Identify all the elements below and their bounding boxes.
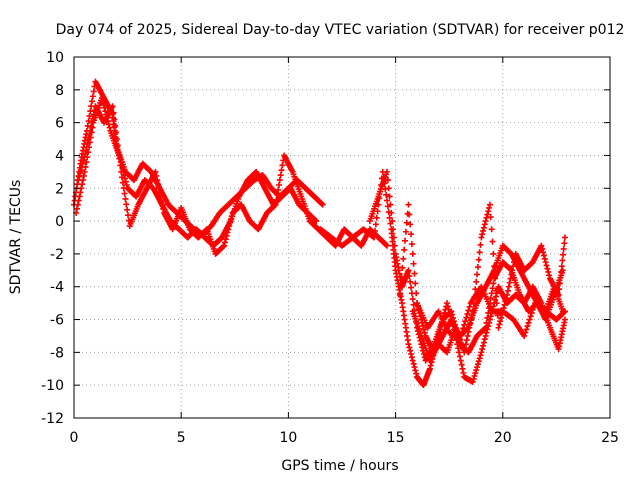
x-tick-label: 20: [494, 430, 512, 446]
y-tick-label: 6: [55, 116, 64, 132]
series-track-7: [409, 201, 568, 364]
y-tick-label: 4: [55, 148, 64, 164]
series-track-8: [414, 283, 568, 343]
series-markers: [71, 78, 326, 238]
x-tick-label: 25: [601, 430, 619, 446]
plot-frame: [73, 56, 611, 419]
chart-title: Day 074 of 2025, Sidereal Day-to-day VTE…: [56, 22, 625, 38]
grid-lines: [74, 57, 610, 418]
series-markers: [409, 201, 568, 364]
series-markers: [414, 283, 568, 343]
y-tick-label: 10: [46, 50, 64, 66]
y-tick-label: -2: [50, 247, 64, 263]
data-series: [71, 78, 568, 389]
y-tick-label: -10: [41, 378, 64, 394]
x-tick-label: 0: [70, 430, 79, 446]
y-tick-label: -8: [50, 345, 64, 361]
y-tick-label: 8: [55, 83, 64, 99]
x-tick-label: 15: [387, 430, 405, 446]
y-tick-label: 2: [55, 181, 64, 197]
y-axis-label: SDTVAR / TECUs: [8, 180, 24, 295]
y-tick-label: -6: [50, 313, 64, 329]
series-markers: [75, 103, 391, 257]
x-tick-label: 10: [279, 430, 297, 446]
series-markers: [317, 168, 568, 389]
series-markers: [73, 95, 320, 249]
x-tick-label: 5: [177, 430, 186, 446]
series-track-1: [71, 78, 326, 238]
x-axis-label: GPS time / hours: [281, 458, 398, 474]
y-tick-label: 0: [55, 214, 64, 230]
series-track-3: [75, 103, 391, 257]
y-tick-label: -12: [41, 411, 64, 427]
axis-ticks: 0 5 10 15 20 25 -12 -10 -8 -6 -4 -2 0 2 4 6 8 10: [41, 50, 619, 446]
series-track-4: [317, 168, 568, 389]
series-track-2: [73, 95, 320, 249]
y-tick-label: -4: [50, 280, 64, 296]
